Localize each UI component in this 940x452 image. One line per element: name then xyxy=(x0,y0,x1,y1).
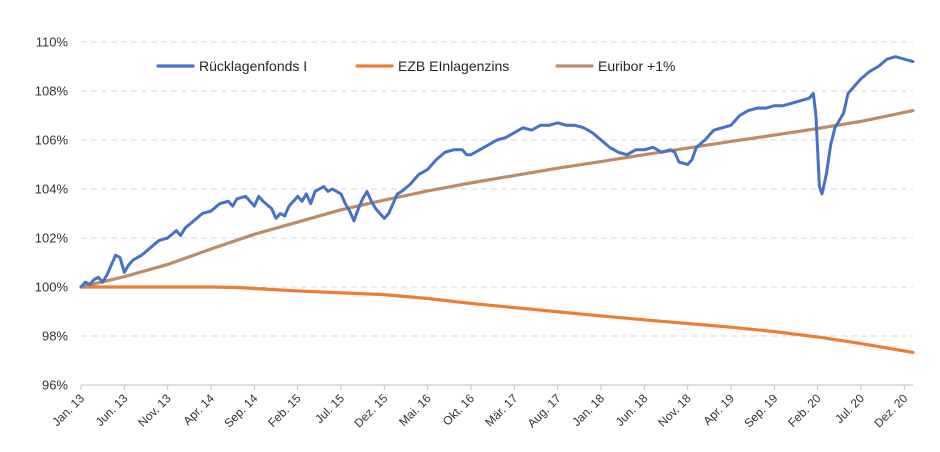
x-tick-label: Sep. 14 xyxy=(221,391,260,430)
y-tick-label: 106% xyxy=(35,133,69,148)
x-tick-label: Jul. 15 xyxy=(312,391,347,426)
series-line-rücklagenfonds-i xyxy=(79,55,915,289)
series-line-ezb-einlagenzins xyxy=(79,285,915,355)
x-tick-label: Sep. 19 xyxy=(741,391,780,430)
x-tick-label: Dez. 20 xyxy=(871,391,910,430)
y-axis-ticks: 96% 98% 100% 102% 104% 106% 108% 110% xyxy=(35,35,69,393)
x-tick-label: Nov. 13 xyxy=(135,391,174,430)
y-tick-label: 104% xyxy=(35,182,69,197)
series-lines xyxy=(79,55,915,355)
x-tick-label: Aug. 17 xyxy=(525,391,564,430)
legend-label: Euribor +1% xyxy=(598,58,675,74)
gridlines xyxy=(81,41,913,337)
x-tick-label: Nov. 18 xyxy=(655,391,694,430)
x-tick-label: Mai. 16 xyxy=(396,391,434,429)
y-tick-label: 100% xyxy=(35,280,69,295)
legend: Rücklagenfonds I EZB EInlagenzins Euribor … xyxy=(156,58,675,74)
x-axis-ticks: Jan. 13 Jun. 13 Nov. 13 Apr. 14 Sep. 14 Feb. … xyxy=(49,385,911,430)
x-tick-label: Feb. 20 xyxy=(785,391,824,430)
y-tick-label: 96% xyxy=(42,378,68,393)
x-tick-label: Mär. 17 xyxy=(482,391,520,429)
x-tick-label: Jul. 20 xyxy=(832,391,867,426)
series-line-euribor-1 xyxy=(79,109,915,289)
x-tick-label: Okt. 16 xyxy=(440,391,477,428)
x-tick-label: Jan. 13 xyxy=(49,391,87,429)
y-tick-label: 102% xyxy=(35,231,69,246)
x-tick-label: Apr. 14 xyxy=(180,391,217,428)
y-tick-label: 98% xyxy=(42,329,68,344)
x-tick-label: Apr. 19 xyxy=(700,391,737,428)
x-tick-label: Feb. 15 xyxy=(265,391,304,430)
y-tick-label: 108% xyxy=(35,84,69,99)
x-tick-label: Jan. 18 xyxy=(569,391,607,429)
legend-label: Rücklagenfonds I xyxy=(199,58,307,74)
x-tick-label: Jun. 13 xyxy=(93,391,131,429)
x-tick-label: Dez. 15 xyxy=(351,391,390,430)
x-tick-label: Jun. 18 xyxy=(613,391,651,429)
y-tick-label: 110% xyxy=(36,35,69,50)
legend-label: EZB EInlagenzins xyxy=(398,58,509,74)
